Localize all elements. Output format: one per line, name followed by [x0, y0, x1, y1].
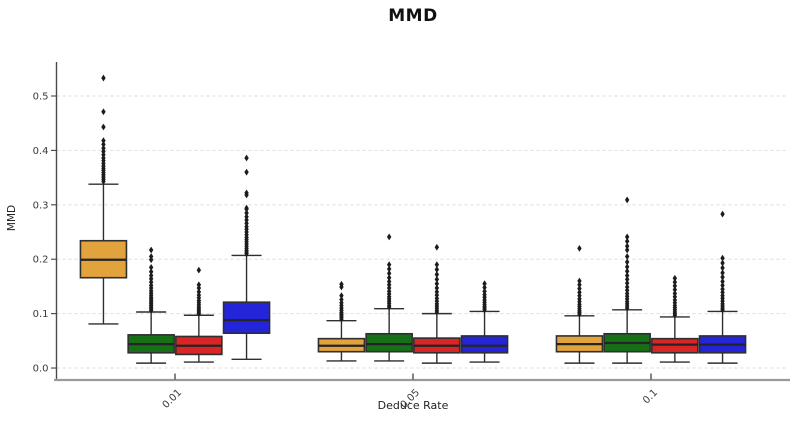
box	[222, 301, 271, 335]
outlier-point	[196, 288, 202, 296]
outlier-point	[434, 261, 440, 269]
outlier-point	[434, 284, 440, 292]
outlier-point	[720, 281, 725, 289]
outlier-point	[339, 292, 344, 300]
outlier-point	[101, 108, 106, 116]
outlier-point	[434, 243, 440, 251]
outlier-point	[434, 266, 440, 273]
outlier-point	[624, 196, 630, 204]
outlier-point	[624, 267, 630, 275]
outlier-point	[624, 233, 630, 241]
outlier-point	[624, 246, 630, 254]
outlier-point	[434, 280, 440, 288]
outlier-point	[577, 244, 582, 252]
y-tick-label: 0.3	[33, 200, 49, 211]
outlier-point	[244, 154, 249, 162]
outlier-point	[339, 296, 344, 303]
outlier-point	[101, 144, 106, 152]
outlier-point	[482, 284, 487, 291]
outlier-point	[624, 258, 630, 266]
outlier-point	[482, 280, 487, 288]
outlier-point	[101, 74, 106, 82]
outlier-point	[101, 123, 106, 131]
y-axis-label: MMD	[6, 204, 18, 232]
outlier-point	[482, 287, 487, 295]
outlier-point	[148, 272, 154, 279]
outlier-point	[577, 281, 582, 289]
outlier-point	[624, 237, 630, 245]
outlier-point	[386, 261, 392, 269]
outlier-point	[434, 288, 440, 296]
outlier-point	[720, 269, 725, 277]
outlier-point	[672, 282, 678, 290]
box	[460, 335, 509, 354]
outlier-point	[577, 285, 582, 292]
outlier-point	[386, 269, 392, 277]
outlier-point	[339, 280, 344, 288]
outlier-point	[624, 275, 630, 283]
outlier-point	[148, 246, 154, 254]
outlier-point	[386, 278, 392, 285]
x-axis-label: Deduce Rate	[377, 399, 449, 412]
outlier-point	[148, 253, 154, 260]
outlier-point	[386, 233, 392, 241]
outlier-point	[386, 274, 392, 282]
outlier-point	[148, 268, 154, 276]
y-tick-label: 0.2	[33, 255, 49, 266]
outlier-point	[624, 263, 630, 271]
chart-title: MMD	[388, 6, 438, 26]
outlier-point	[624, 253, 630, 260]
outlier-point	[386, 265, 392, 273]
outlier-point	[196, 281, 202, 289]
outlier-point	[577, 289, 582, 296]
y-tick-label: 0.0	[33, 364, 49, 375]
outlier-point	[672, 290, 678, 297]
y-tick-label: 0.1	[33, 309, 49, 320]
outlier-point	[244, 213, 249, 221]
outlier-point	[720, 273, 725, 281]
outlier-point	[101, 137, 106, 145]
outlier-point	[720, 278, 725, 285]
outlier-point	[148, 263, 154, 271]
outlier-point	[577, 277, 582, 285]
outlier-point	[624, 272, 630, 279]
outlier-point	[624, 242, 630, 250]
outlier-point	[434, 271, 440, 278]
y-tick-label: 0.5	[33, 92, 49, 103]
outlier-point	[672, 286, 678, 294]
outlier-point	[672, 274, 678, 282]
outlier-point	[244, 209, 249, 217]
outlier-point	[244, 168, 249, 176]
outlier-point	[720, 259, 725, 267]
y-tick-label: 0.4	[33, 146, 49, 157]
outlier-point	[196, 266, 202, 274]
outlier-point	[720, 285, 725, 293]
outlier-point	[244, 204, 249, 212]
outlier-point	[720, 210, 725, 218]
outlier-point	[624, 279, 630, 287]
box	[365, 332, 413, 353]
outlier-point	[434, 275, 440, 283]
outlier-point	[244, 189, 249, 197]
outlier-point	[624, 283, 630, 291]
outlier-point	[672, 278, 678, 286]
outlier-point	[720, 254, 725, 262]
outlier-point	[101, 141, 106, 148]
outlier-point	[720, 264, 725, 272]
